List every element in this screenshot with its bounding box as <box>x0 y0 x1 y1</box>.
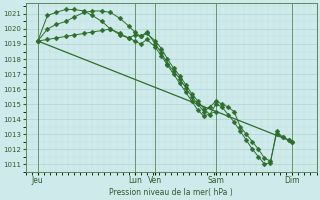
X-axis label: Pression niveau de la mer( hPa ): Pression niveau de la mer( hPa ) <box>109 188 233 197</box>
